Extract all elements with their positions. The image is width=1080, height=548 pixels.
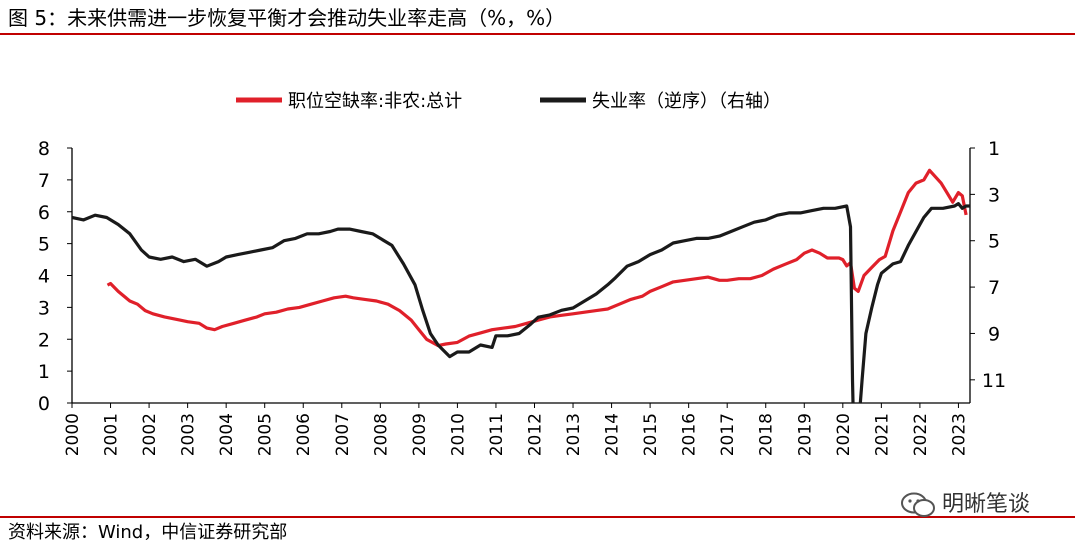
left-tick-label: 5 <box>38 234 50 256</box>
series-line-vacancy <box>106 168 968 348</box>
title-rule <box>0 33 1075 35</box>
left-tick-label: 0 <box>38 393 50 415</box>
watermark: 明晰笔谈 <box>900 486 1030 519</box>
source-note: 资料来源：Wind，中信证券研究部 <box>8 522 288 543</box>
x-tick-label: 2001 <box>102 413 122 456</box>
x-tick-label: 2013 <box>564 413 584 456</box>
line-chart: 职位空缺率:非农:总计 失业率（逆序）（右轴） 0 1 2 3 4 5 6 7 8 1 3 5 7 9 11… <box>38 91 1006 456</box>
left-tick-label: 1 <box>38 361 50 383</box>
x-tick-label: 2023 <box>949 413 969 456</box>
axis-ticks: 0 1 2 3 4 5 6 7 8 1 3 5 7 9 11 2000 2001 2002 2003 2004 2005… <box>38 138 1006 456</box>
left-tick-label: 2 <box>38 329 50 351</box>
x-tick-label: 2010 <box>448 413 468 456</box>
left-tick-label: 8 <box>38 138 50 160</box>
left-tick-label: 3 <box>38 297 50 319</box>
x-tick-label: 2020 <box>834 413 854 456</box>
x-tick-label: 2008 <box>371 413 391 456</box>
legend-label-vacancy: 职位空缺率:非农:总计 <box>288 91 462 112</box>
x-tick-label: 2007 <box>333 413 353 456</box>
x-tick-label: 2000 <box>63 413 83 456</box>
right-tick-label: 1 <box>988 138 1000 160</box>
x-tick-label: 2018 <box>757 413 777 456</box>
x-tick-label: 2002 <box>140 413 160 456</box>
left-tick-label: 6 <box>38 202 50 224</box>
right-tick-label: 7 <box>988 277 1000 299</box>
right-tick-label: 3 <box>988 184 1000 206</box>
watermark-text: 明晰笔谈 <box>942 492 1031 517</box>
wechat-icon <box>901 492 935 517</box>
x-tick-label: 2021 <box>872 413 892 456</box>
x-tick-label: 2017 <box>718 413 738 456</box>
x-tick-label: 2011 <box>487 413 507 456</box>
x-tick-label: 2005 <box>256 413 276 456</box>
left-tick-label: 4 <box>38 266 50 288</box>
x-tick-label: 2004 <box>217 413 237 456</box>
legend-label-unemployment: 失业率（逆序）（右轴） <box>592 91 781 112</box>
legend: 职位空缺率:非农:总计 失业率（逆序）（右轴） <box>236 91 781 112</box>
right-tick-label: 5 <box>988 231 1000 253</box>
series-lines <box>72 168 970 403</box>
series-line-unemployment <box>72 202 970 403</box>
x-tick-label: 2022 <box>911 413 931 456</box>
right-tick-label: 11 <box>982 370 1006 392</box>
figure-title: 图 5：未来供需进一步恢复平衡才会推动失业率走高（%，%） <box>8 6 566 30</box>
x-tick-label: 2006 <box>294 413 314 456</box>
x-tick-label: 2015 <box>641 413 661 456</box>
x-tick-label: 2019 <box>795 413 815 456</box>
x-tick-label: 2014 <box>603 413 623 456</box>
x-tick-label: 2016 <box>680 413 700 456</box>
plot-frame <box>71 148 971 404</box>
left-tick-label: 7 <box>38 170 50 192</box>
x-tick-label: 2009 <box>410 413 430 456</box>
source-rule <box>0 516 1075 518</box>
x-tick-label: 2012 <box>525 413 545 456</box>
right-tick-label: 9 <box>988 323 1000 345</box>
x-tick-label: 2003 <box>179 413 199 456</box>
